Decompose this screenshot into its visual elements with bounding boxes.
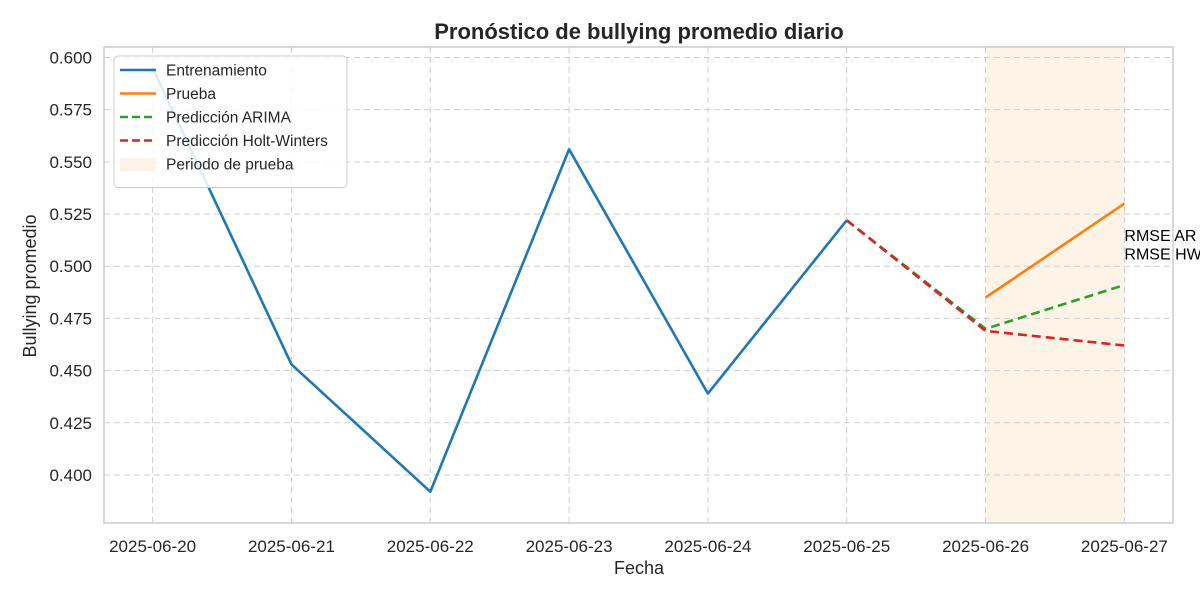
y-tick-label: 0.450 xyxy=(49,362,92,381)
y-tick-label: 0.525 xyxy=(49,205,92,224)
y-tick-label: 0.550 xyxy=(49,153,92,172)
x-tick-label: 2025-06-23 xyxy=(526,537,613,556)
annotation-text: RMSE HW xyxy=(1124,247,1200,264)
x-tick-label: 2025-06-25 xyxy=(803,537,890,556)
legend-label: Prueba xyxy=(166,86,216,103)
y-tick-label: 0.500 xyxy=(49,257,92,276)
test-period-shade xyxy=(985,47,1125,523)
chart-title: Pronóstico de bullying promedio diario xyxy=(434,19,843,44)
y-tick-label: 0.475 xyxy=(49,309,92,328)
series-line-entrenamiento xyxy=(151,67,848,494)
y-axis-label: Bullying promedio xyxy=(20,214,40,357)
x-tick-label: 2025-06-26 xyxy=(942,537,1029,556)
series-line-prueba xyxy=(984,202,1126,299)
legend-label: Entrenamiento xyxy=(166,63,267,80)
annotation-text: RMSE AR xyxy=(1124,228,1196,245)
legend-swatch xyxy=(120,158,156,171)
plot-frame xyxy=(103,46,1174,524)
y-tick-label: 0.600 xyxy=(49,48,92,67)
series-line-prediccion-holt-winters xyxy=(845,219,1125,347)
x-tick-label: 2025-06-21 xyxy=(248,537,335,556)
legend-label: Predicción ARIMA xyxy=(166,110,292,127)
x-tick-label: 2025-06-27 xyxy=(1081,537,1168,556)
legend-label: Predicción Holt-Winters xyxy=(166,133,328,150)
legend-label: Periodo de prueba xyxy=(166,157,294,174)
legend-box xyxy=(113,55,348,188)
x-axis-label: Fecha xyxy=(614,558,665,578)
x-tick-label: 2025-06-24 xyxy=(664,537,751,556)
y-tick-label: 0.575 xyxy=(49,101,92,120)
y-tick-label: 0.400 xyxy=(49,466,92,485)
x-tick-label: 2025-06-20 xyxy=(109,537,196,556)
x-tick-label: 2025-06-22 xyxy=(387,537,474,556)
y-tick-label: 0.425 xyxy=(49,414,92,433)
